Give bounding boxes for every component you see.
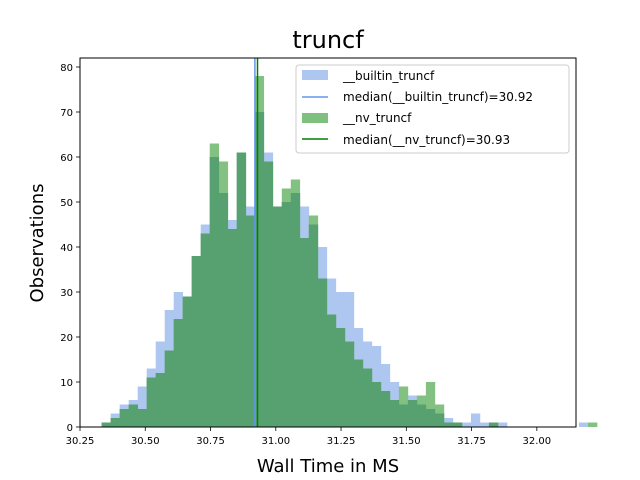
- legend-label-builtin: __builtin_truncf: [342, 69, 435, 83]
- overlap-bar: [227, 229, 238, 427]
- y-tick-label: 80: [60, 63, 73, 74]
- y-tick-label: 40: [60, 243, 73, 254]
- y-tick-label: 60: [60, 153, 73, 164]
- overlap-bar: [164, 350, 175, 427]
- median-lines-group: [254, 58, 259, 427]
- legend-swatch-nv: [302, 113, 328, 123]
- histogram-bar: [425, 382, 436, 427]
- x-axis-label: Wall Time in MS: [257, 456, 399, 477]
- overlap-bar: [398, 404, 409, 427]
- overlap-bar: [434, 413, 445, 427]
- overlap-bar: [371, 382, 382, 427]
- overlap-bars: [101, 112, 499, 427]
- overlap-bar: [452, 422, 463, 427]
- overlap-bar: [290, 193, 301, 427]
- overlap-bar: [425, 409, 436, 427]
- y-tick-label: 70: [60, 108, 73, 119]
- x-tick-label: 31.50: [392, 436, 421, 447]
- y-tick-label: 30: [60, 288, 73, 299]
- overlap-bar: [380, 391, 391, 427]
- y-tick-label: 20: [60, 333, 73, 344]
- y-tick-label: 10: [60, 378, 73, 389]
- overlap-bar: [173, 319, 184, 427]
- y-axis-label: Observations: [27, 184, 48, 303]
- overlap-bar: [110, 418, 120, 427]
- x-tick-label: 31.75: [457, 436, 486, 447]
- overlap-bar: [200, 233, 211, 427]
- overlap-bar: [101, 422, 111, 427]
- overlap-bar: [281, 202, 292, 427]
- histogram-bar: [588, 422, 598, 427]
- overlap-bar: [299, 238, 310, 427]
- plot-frame: [79, 57, 577, 428]
- histogram-bar: [497, 422, 508, 427]
- legend-label-nv-median: median(__nv_truncf)=30.93: [343, 133, 510, 147]
- x-tick-label: 30.75: [196, 436, 225, 447]
- overlap-bar: [335, 328, 346, 427]
- overlap-bar: [236, 152, 247, 427]
- x-tick-label: 31.25: [327, 436, 356, 447]
- legend-swatch-builtin: [302, 70, 328, 80]
- chart-title: truncf: [292, 26, 364, 54]
- legend-label-builtin-median: median(__builtin_truncf)=30.92: [343, 90, 533, 104]
- overlap-bar: [488, 422, 499, 427]
- bars-group: [101, 76, 598, 427]
- histogram-bar: [479, 422, 490, 427]
- legend-box: [295, 64, 570, 154]
- overlap-bar: [137, 409, 147, 427]
- overlap-bar: [254, 112, 265, 427]
- histogram-bar: [461, 422, 472, 427]
- x-tick-label: 31.00: [261, 436, 290, 447]
- overlap-bar: [389, 400, 400, 427]
- legend: __builtin_truncf median(__builtin_truncf…: [295, 64, 570, 154]
- overlap-bar: [191, 256, 202, 427]
- histogram-bar: [579, 422, 589, 427]
- overlap-bar: [317, 278, 328, 427]
- overlap-bar: [155, 373, 166, 427]
- histogram-bar: [470, 413, 481, 427]
- histogram-bar: [137, 386, 147, 427]
- overlap-bar: [263, 161, 274, 427]
- x-axis-ticks: 30.25 30.50 30.75 31.00 31.25 31.50 31.75 32.00: [66, 427, 551, 447]
- x-tick-label: 32.00: [523, 436, 552, 447]
- overlap-bar: [362, 368, 373, 427]
- overlap-bar: [326, 314, 337, 427]
- overlap-bar: [245, 215, 256, 427]
- overlap-bar: [443, 422, 454, 427]
- overlap-bar: [182, 296, 193, 427]
- x-tick-label: 30.25: [66, 436, 95, 447]
- overlap-bar: [128, 404, 138, 427]
- x-tick-label: 30.50: [131, 436, 160, 447]
- y-tick-label: 0: [67, 423, 73, 434]
- overlap-bar: [344, 341, 355, 427]
- legend-label-nv: __nv_truncf: [342, 111, 412, 125]
- overlap-bar: [209, 157, 220, 427]
- overlap-bar: [218, 193, 229, 427]
- overlap-bar: [416, 404, 427, 427]
- y-tick-label: 50: [60, 198, 73, 209]
- overlap-bar: [272, 206, 283, 427]
- y-axis-ticks: 0 10 20 30 40 50 60 70 80: [60, 63, 80, 434]
- overlap-bar: [119, 409, 129, 427]
- overlap-bar: [308, 224, 319, 427]
- overlap-bar: [353, 359, 364, 427]
- overlap-bar: [146, 377, 157, 427]
- overlap-bar: [407, 400, 418, 427]
